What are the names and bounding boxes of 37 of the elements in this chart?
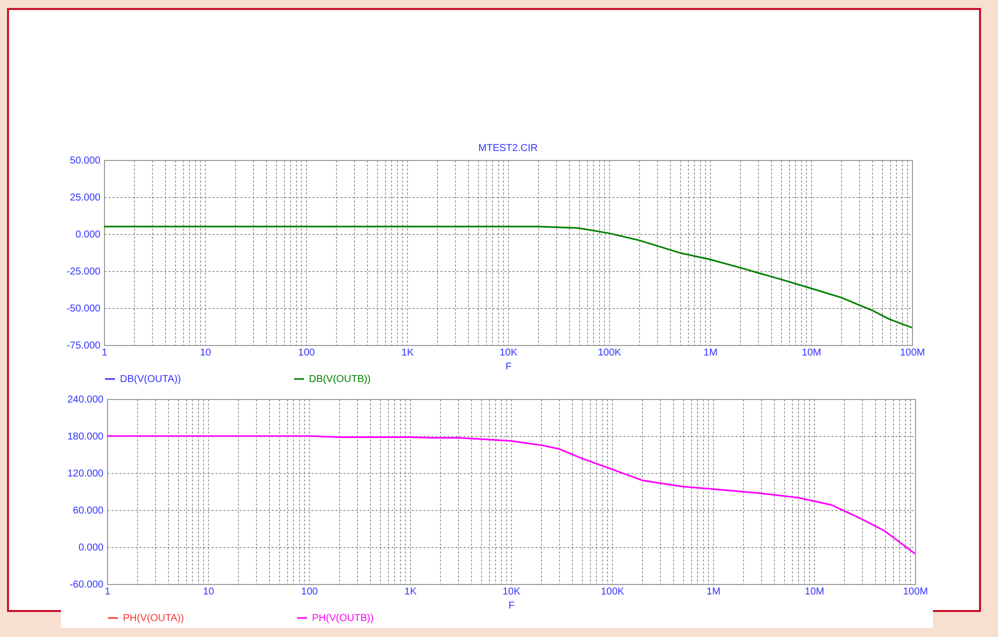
- y-tick-label: -50.000: [66, 304, 101, 314]
- x-tick-label: 1M: [704, 348, 718, 358]
- x-tick-label: 100: [298, 348, 316, 358]
- x-tick-label: 10K: [500, 348, 518, 358]
- x-tick-label: 1K: [401, 348, 414, 358]
- x-tick-label: 10M: [802, 348, 822, 358]
- x-tick-label: 1M: [706, 586, 720, 598]
- y-tick-label: -60.000: [70, 580, 104, 590]
- x-tick-label: 10: [200, 348, 212, 358]
- x-tick-label: 100: [301, 586, 318, 598]
- y-tick-label: 60.000: [72, 506, 104, 516]
- y-tick-label: 120.000: [67, 468, 104, 480]
- y-tick-label: 0.000: [75, 230, 101, 240]
- x-tick-label: 10M: [804, 586, 824, 598]
- x-tick-label: 1K: [404, 586, 417, 598]
- y-tick-label: -25.000: [66, 266, 101, 278]
- x-axis-title: F: [508, 600, 515, 612]
- legend-label: DB(V(OUTB)): [309, 374, 371, 385]
- x-axis-title: F: [505, 362, 512, 372]
- legend-label: PH(V(OUTB)): [312, 613, 374, 624]
- x-tick-label: 100K: [598, 348, 622, 358]
- x-tick-label: 1: [102, 348, 108, 358]
- y-tick-label: -75.000: [66, 340, 101, 352]
- chart-title: MTEST2.CIR: [478, 143, 538, 154]
- x-tick-label: 10K: [502, 586, 521, 598]
- x-tick-label: 100M: [900, 348, 926, 358]
- x-tick-label: 1: [104, 586, 111, 598]
- y-tick-label: 180.000: [67, 432, 104, 442]
- legend-label: DB(V(OUTA)): [120, 374, 181, 385]
- x-tick-label: 10: [202, 586, 214, 598]
- x-tick-label: 100M: [902, 586, 928, 598]
- y-tick-label: 240.000: [67, 394, 104, 406]
- y-tick-label: 50.000: [70, 156, 101, 166]
- legend-label: PH(V(OUTA)): [123, 613, 184, 624]
- x-tick-label: 100K: [600, 586, 625, 598]
- y-tick-label: 0.000: [78, 542, 104, 554]
- y-tick-label: 25.000: [70, 192, 101, 204]
